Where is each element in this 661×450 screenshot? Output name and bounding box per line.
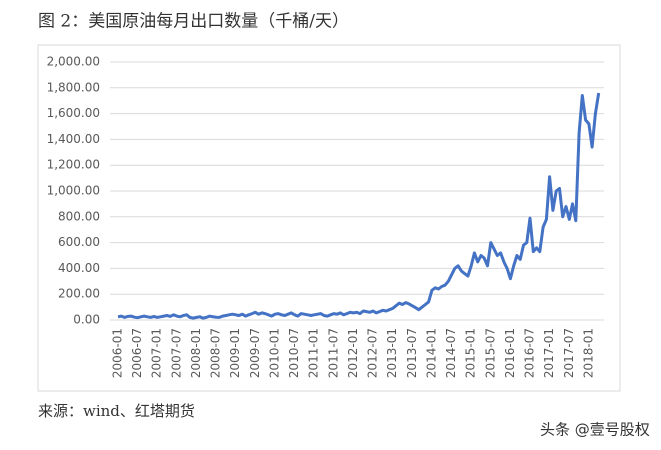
x-tick-label: 2007-07 — [169, 328, 183, 378]
y-tick-label: 800.00 — [58, 209, 100, 223]
y-tick-label: 1,200.00 — [47, 158, 100, 172]
x-tick-label: 2006-07 — [130, 328, 144, 378]
data-line — [117, 92, 601, 320]
y-tick-label: 1,800.00 — [47, 80, 100, 94]
watermark: 头条 @壹号股权 — [540, 421, 650, 439]
x-tick-label: 2006-01 — [111, 328, 125, 378]
x-tick-label: 2009-01 — [228, 328, 242, 378]
x-tick-label: 2015-07 — [483, 328, 497, 378]
x-tick-label: 2016-07 — [523, 328, 537, 378]
x-tick-label: 2018-01 — [581, 328, 595, 378]
x-tick-label: 2012-01 — [346, 328, 360, 378]
x-tick-label: 2008-01 — [189, 328, 203, 378]
x-tick-label: 2014-01 — [424, 328, 438, 378]
x-tick-label: 2010-07 — [287, 328, 301, 378]
y-tick-label: 0.00 — [73, 313, 100, 327]
x-tick-label: 2010-01 — [267, 328, 281, 378]
x-tick-label: 2014-07 — [444, 328, 458, 378]
y-tick-label: 600.00 — [58, 235, 100, 249]
x-tick-label: 2015-01 — [464, 328, 478, 378]
y-tick-label: 200.00 — [58, 287, 100, 301]
chart-frame — [37, 44, 621, 392]
x-tick-label: 2008-07 — [209, 328, 223, 378]
x-tick-label: 2013-07 — [405, 328, 419, 378]
y-tick-label: 1,600.00 — [47, 106, 100, 120]
y-tick-label: 1,400.00 — [47, 132, 100, 146]
x-tick-label: 2016-01 — [503, 328, 517, 378]
y-tick-label: 1,000.00 — [47, 184, 100, 198]
x-tick-label: 2012-07 — [366, 328, 380, 378]
x-tick-label: 2013-01 — [385, 328, 399, 378]
x-tick-label: 2011-07 — [326, 328, 340, 378]
x-tick-label: 2017-07 — [562, 328, 576, 378]
x-tick-label: 2009-07 — [248, 328, 262, 378]
y-tick-label: 400.00 — [58, 261, 100, 275]
y-tick-label: 2,000.00 — [47, 55, 100, 69]
x-tick-label: 2011-01 — [307, 328, 321, 378]
x-tick-label: 2007-01 — [150, 328, 164, 378]
x-tick-label: 2017-01 — [542, 328, 556, 378]
source: 来源：wind、红塔期货 — [38, 402, 195, 420]
chart-title: 图 2：美国原油每月出口数量（千桶/天） — [38, 12, 349, 32]
